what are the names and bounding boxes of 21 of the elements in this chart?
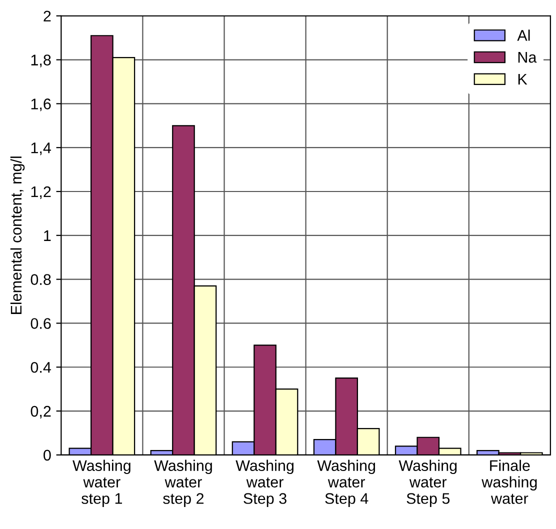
legend-label: K — [518, 74, 528, 84]
x-tick-label: Washing water step 2 — [154, 460, 212, 507]
y-tick-label: 0 — [44, 450, 51, 461]
legend-label: Na — [518, 52, 537, 63]
x-tick-label: Washing water Step 5 — [398, 460, 457, 507]
y-tick-label: 1,6 — [31, 98, 51, 112]
y-tick-label: 0.6 — [30, 318, 51, 329]
y-tick-label: 0,2 — [30, 406, 51, 419]
x-tick-label: Washing water Step 3 — [236, 460, 294, 507]
legend-label: Al — [517, 30, 530, 41]
x-tick-label: Washing water Step 4 — [317, 460, 376, 507]
y-tick-label: 1,2 — [31, 186, 51, 199]
y-tick-label: 2 — [44, 10, 51, 22]
y-tick-label: 1,8 — [31, 54, 51, 68]
y-tick-label: 0.8 — [30, 274, 51, 285]
y-tick-label: 1 — [44, 230, 51, 241]
y-tick-label: 0.4 — [30, 362, 51, 373]
x-tick-label: Finale washing water — [482, 460, 537, 504]
x-tick-label: Washing water step 1 — [72, 460, 130, 507]
y-tick-label: 1,4 — [31, 142, 51, 156]
y-axis-title: Elemental content, mg/l — [10, 156, 25, 314]
